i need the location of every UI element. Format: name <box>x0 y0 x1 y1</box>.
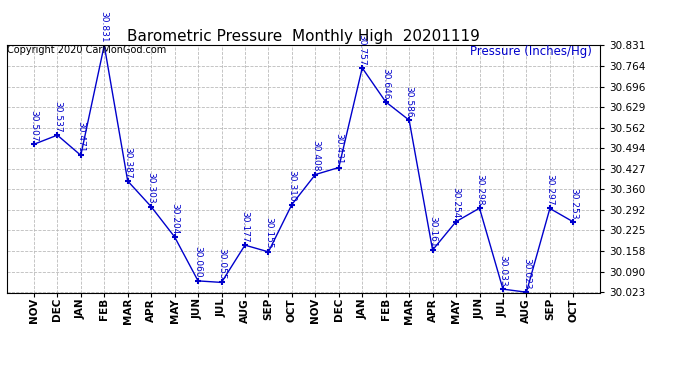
Text: 30.254: 30.254 <box>451 188 460 219</box>
Text: 30.055: 30.055 <box>217 248 226 280</box>
Text: 30.408: 30.408 <box>310 140 320 172</box>
Text: 30.431: 30.431 <box>334 133 344 165</box>
Text: 30.586: 30.586 <box>404 86 413 117</box>
Text: 30.023: 30.023 <box>522 258 531 290</box>
Text: 30.507: 30.507 <box>30 110 39 141</box>
Text: 30.204: 30.204 <box>170 203 179 234</box>
Text: 30.297: 30.297 <box>545 174 554 206</box>
Text: 30.471: 30.471 <box>77 121 86 153</box>
Text: Pressure (Inches/Hg): Pressure (Inches/Hg) <box>470 45 591 58</box>
Text: 30.757: 30.757 <box>357 33 367 65</box>
Title: Barometric Pressure  Monthly High  20201119: Barometric Pressure Monthly High 2020111… <box>127 29 480 44</box>
Text: 30.177: 30.177 <box>240 211 250 242</box>
Text: Copyright 2020 CarMonGod.com: Copyright 2020 CarMonGod.com <box>7 45 166 55</box>
Text: 30.537: 30.537 <box>53 101 62 132</box>
Text: 30.646: 30.646 <box>381 68 390 99</box>
Text: 30.298: 30.298 <box>475 174 484 206</box>
Text: 30.161: 30.161 <box>428 216 437 247</box>
Text: 30.033: 30.033 <box>498 255 507 286</box>
Text: 30.253: 30.253 <box>569 188 578 219</box>
Text: 30.310: 30.310 <box>287 170 297 202</box>
Text: 30.155: 30.155 <box>264 217 273 249</box>
Text: 30.060: 30.060 <box>194 246 203 278</box>
Text: 30.831: 30.831 <box>100 11 109 42</box>
Text: 30.303: 30.303 <box>147 172 156 204</box>
Text: 30.387: 30.387 <box>124 147 132 178</box>
